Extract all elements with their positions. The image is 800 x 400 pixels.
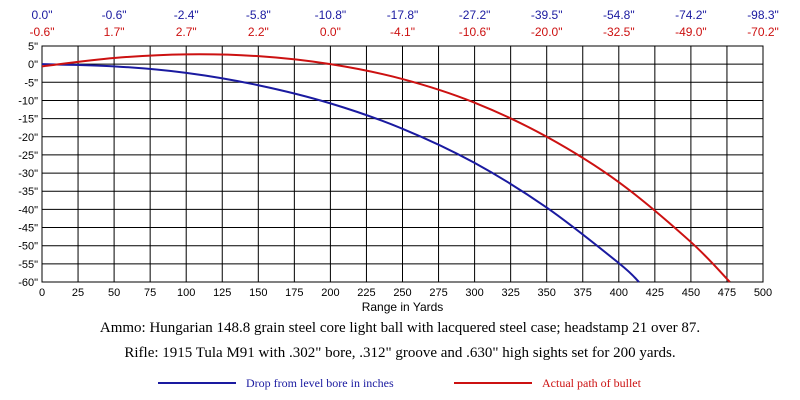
legend-item-drop: Drop from level bore in inches (158, 374, 394, 392)
top-label-drop: -98.3" (747, 8, 779, 22)
ammo-caption: Ammo: Hungarian 148.8 grain steel core l… (99, 320, 701, 336)
y-tick-label: -30" (18, 168, 38, 180)
x-tick-label: 125 (213, 287, 231, 299)
x-tick-label: 500 (754, 287, 772, 299)
y-tick-label: -40" (18, 204, 38, 216)
x-tick-label: 50 (108, 287, 120, 299)
rifle-caption: Rifle: 1915 Tula M91 with .302" bore, .3… (124, 345, 676, 361)
x-axis-ticks: 0 25 50 75 100 125 150 175 200 225 250 275 300 325 350… (39, 287, 772, 299)
x-tick-label: 425 (646, 287, 664, 299)
x-tick-label: 200 (321, 287, 339, 299)
x-tick-label: 450 (682, 287, 700, 299)
x-tick-label: 250 (393, 287, 411, 299)
y-tick-label: -60" (18, 277, 38, 289)
x-tick-label: 400 (610, 287, 628, 299)
x-tick-label: 175 (285, 287, 303, 299)
top-label-drop: 0.0" (32, 8, 53, 22)
series-layer (41, 53, 731, 283)
legend-swatch-drop (158, 382, 236, 384)
y-tick-label: 5" (28, 41, 38, 53)
x-tick-label: 300 (465, 287, 483, 299)
top-label-drop: -39.5" (531, 8, 563, 22)
x-tick-label: 350 (538, 287, 556, 299)
x-tick-label: 25 (72, 287, 84, 299)
top-label-path: 2.7" (176, 25, 197, 39)
y-tick-label: -25" (18, 150, 38, 162)
x-axis-title: Range in Yards (362, 300, 444, 314)
x-tick-label: 225 (357, 287, 375, 299)
y-tick-label: -45" (18, 223, 38, 235)
top-label-path: -0.6" (30, 25, 55, 39)
y-tick-label: -10" (18, 95, 38, 107)
top-label-drop: -2.4" (174, 8, 199, 22)
top-label-drop: -10.8" (315, 8, 347, 22)
top-label-path: -10.6" (459, 25, 491, 39)
top-label-drop: -54.8" (603, 8, 635, 22)
y-tick-label: -20" (18, 132, 38, 144)
x-tick-label: 75 (144, 287, 156, 299)
legend-label-path: Actual path of bullet (542, 375, 641, 390)
y-tick-label: -5" (24, 77, 38, 89)
x-tick-label: 375 (574, 287, 592, 299)
top-label-path: 2.2" (248, 25, 269, 39)
top-label-path: -20.0" (531, 25, 563, 39)
series-line-path (41, 53, 731, 283)
top-label-path: 0.0" (320, 25, 341, 39)
y-tick-label: -50" (18, 241, 38, 253)
top-label-drop: -0.6" (102, 8, 127, 22)
trajectory-chart: 0.0" -0.6" -0.6" 1.7" -2.4" 2.7" -5.8" 2.2" -10.… (18, 8, 779, 314)
top-label-drop: -17.8" (387, 8, 419, 22)
top-label-drop: -74.2" (675, 8, 707, 22)
top-value-labels: 0.0" -0.6" -0.6" 1.7" -2.4" 2.7" -5.8" 2.2" -10.… (30, 8, 779, 39)
x-tick-label: 0 (39, 287, 45, 299)
x-tick-label: 100 (177, 287, 195, 299)
top-label-drop: -27.2" (459, 8, 491, 22)
x-tick-label: 475 (718, 287, 736, 299)
x-tick-label: 325 (501, 287, 519, 299)
y-tick-label: 0" (28, 59, 38, 71)
top-label-drop: -5.8" (246, 8, 271, 22)
y-tick-label: -55" (18, 259, 38, 271)
y-axis-ticks: 5" 0" -5" -10" -15" -20" -25" -30" -35" -40" -45" -… (18, 41, 38, 289)
top-label-path: -49.0" (675, 25, 707, 39)
x-tick-label: 275 (429, 287, 447, 299)
x-tick-label: 150 (249, 287, 267, 299)
y-tick-label: -15" (18, 114, 38, 126)
top-label-path: -32.5" (603, 25, 635, 39)
top-label-path: -4.1" (390, 25, 415, 39)
y-tick-label: -35" (18, 186, 38, 198)
top-label-path: 1.7" (104, 25, 125, 39)
top-label-path: -70.2" (747, 25, 779, 39)
series-line-drop (41, 63, 640, 283)
chart-grid (41, 45, 764, 283)
legend-swatch-path (454, 382, 532, 384)
legend-item-path: Actual path of bullet (454, 374, 641, 392)
legend-label-drop: Drop from level bore in inches (246, 375, 394, 390)
